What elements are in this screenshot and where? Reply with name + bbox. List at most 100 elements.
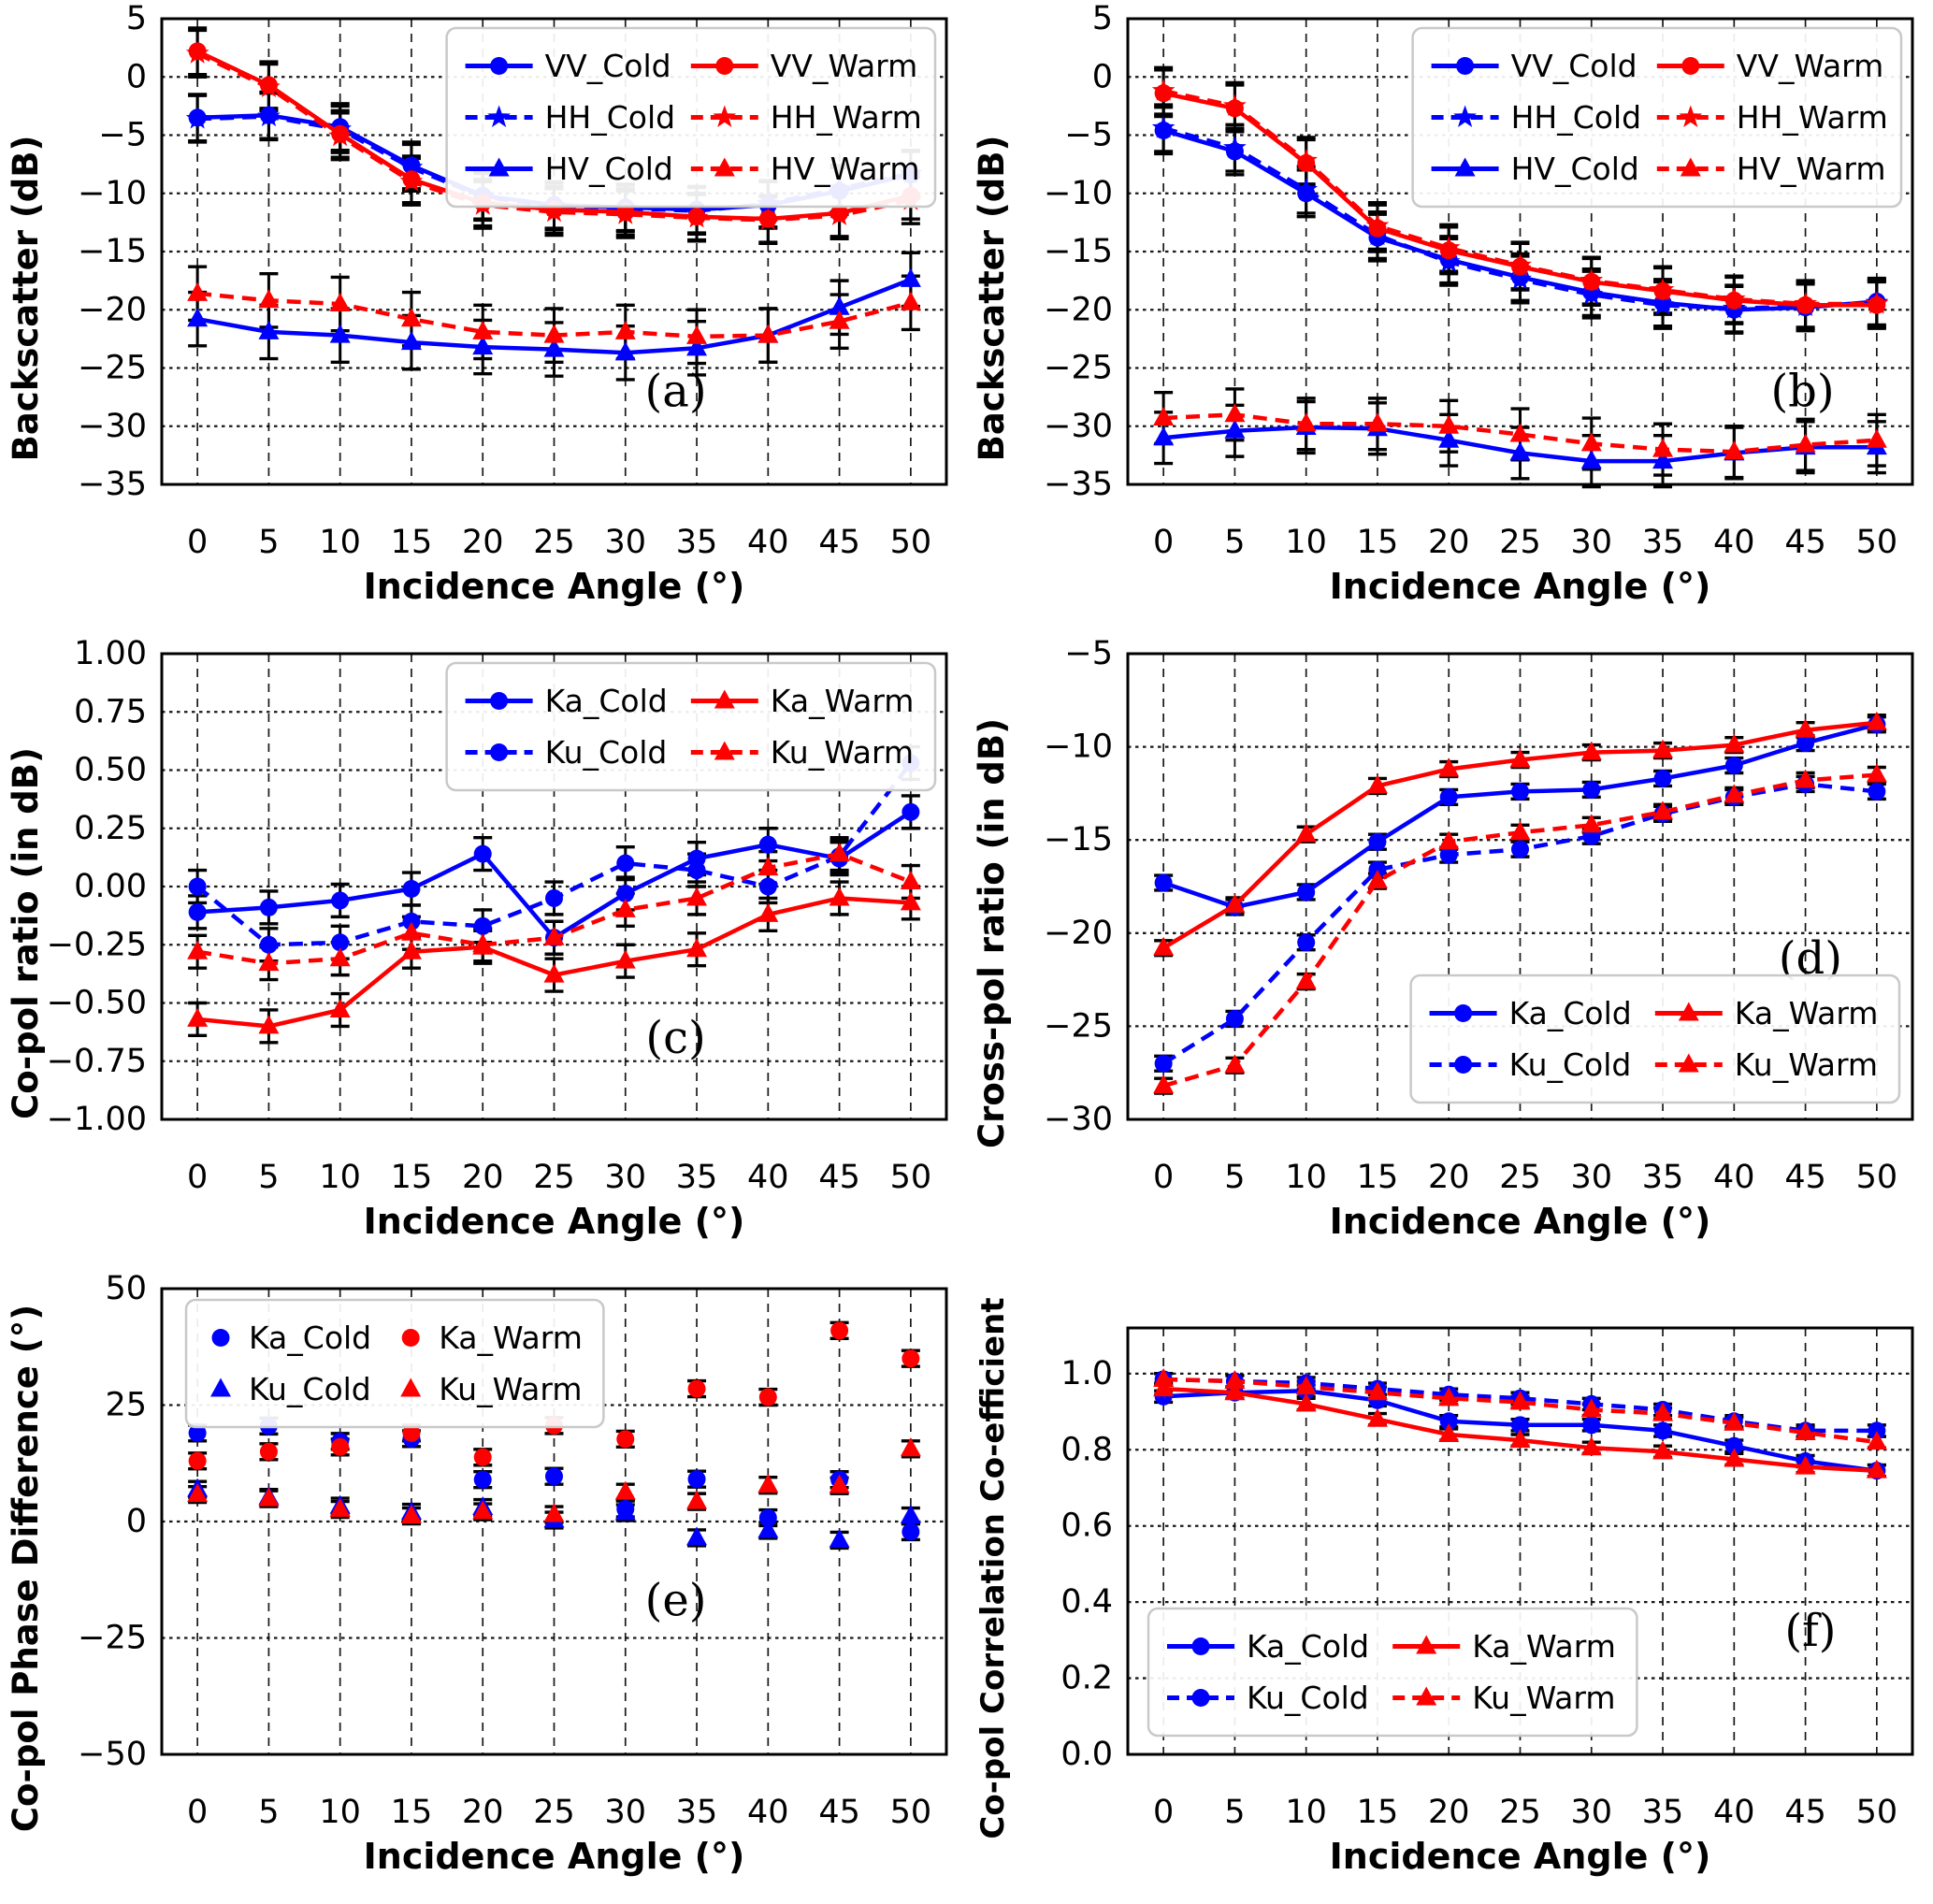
marker-circle (188, 1423, 207, 1442)
marker-circle (259, 935, 278, 954)
series-Ku_Warm (1153, 763, 1887, 1094)
marker-triangle (1795, 718, 1816, 738)
marker-triangle (187, 308, 209, 327)
marker-triangle (1580, 741, 1602, 760)
marker-circle (1154, 1054, 1173, 1073)
marker-triangle (1580, 814, 1602, 833)
subplot-f: 0 5 10 15 20 25 30 35 40 45 50 1.0 0.8 0.6 0.4 0.2 0.0 In… (966, 1270, 1933, 1904)
legend-label: Ku_Warm (439, 1371, 582, 1407)
marker-circle (1456, 57, 1475, 75)
marker-star (1151, 79, 1176, 101)
x-tick: 40 (747, 524, 789, 561)
marker-triangle (1153, 936, 1175, 956)
marker-star (328, 123, 352, 147)
y-tick: 5 (1092, 0, 1113, 37)
marker-circle (473, 1448, 492, 1466)
x-tick: 50 (890, 524, 932, 561)
y-axis-label: Backscatter (dB) (972, 136, 1012, 462)
tick-labels: 0 5 10 15 20 25 30 35 40 45 5050−5−10−15−20−25−30−… (1044, 0, 1897, 561)
marker-circle (902, 1522, 920, 1541)
x-tick: 45 (1784, 1794, 1826, 1831)
marker-circle (1191, 1689, 1210, 1707)
marker-triangle (614, 341, 636, 361)
marker-circle (259, 1442, 278, 1461)
x-tick: 50 (890, 1159, 932, 1196)
y-tick: −25 (1044, 1007, 1113, 1045)
marker-triangle (1795, 1455, 1816, 1475)
marker-triangle (543, 1503, 565, 1522)
tick-labels: 0 5 10 15 20 25 30 35 40 45 50 1.00 0.75 0.50 0.25 0.00… (47, 635, 931, 1196)
marker-triangle (614, 320, 636, 339)
legend-label: Ka_Cold (249, 1320, 371, 1356)
marker-triangle (1438, 414, 1460, 434)
subplot-tag: (e) (645, 1575, 707, 1627)
marker-circle (1653, 1421, 1672, 1440)
x-tick: 50 (1856, 1159, 1898, 1196)
x-axis-label: Incidence Angle (°) (364, 566, 745, 607)
legend-label: HV_Cold (1511, 151, 1639, 187)
x-tick: 0 (1153, 1159, 1174, 1196)
legend-label: HH_Warm (771, 99, 922, 136)
marker-triangle (614, 1480, 636, 1500)
subplot-e: 0 5 10 15 20 25 30 35 40 45 50 50 25 0 −25 −50 Incidence… (0, 1270, 966, 1904)
subplot-tag: (f) (1784, 1605, 1836, 1657)
x-tick: 25 (1499, 524, 1541, 561)
marker-circle (687, 1379, 706, 1398)
marker-triangle (1795, 1421, 1816, 1440)
y-tick: 0.75 (74, 693, 147, 730)
marker-triangle (472, 336, 494, 355)
marker-circle (402, 912, 421, 930)
marker-triangle (1153, 1075, 1175, 1094)
marker-triangle (1652, 1402, 1674, 1421)
x-tick: 40 (747, 1794, 789, 1831)
x-tick: 10 (319, 1159, 361, 1196)
x-tick: 0 (187, 524, 208, 561)
y-axis-label: Backscatter (dB) (6, 136, 46, 462)
x-tick: 15 (391, 524, 433, 561)
marker-star (399, 155, 424, 178)
x-tick: 5 (1224, 524, 1245, 561)
legend-label: HH_Warm (1737, 99, 1888, 136)
marker-triangle (1153, 1367, 1175, 1387)
marker-circle (1439, 1412, 1458, 1431)
marker-star (257, 75, 281, 97)
marker-circle (188, 1451, 207, 1470)
marker-triangle (829, 843, 850, 862)
marker-triangle (900, 891, 921, 911)
marker-triangle (1509, 1429, 1531, 1449)
x-tick: 30 (604, 1159, 646, 1196)
marker-triangle (1724, 1448, 1745, 1467)
marker-triangle (900, 1505, 921, 1524)
marker-triangle (1366, 412, 1388, 432)
y-tick: 1.00 (74, 635, 147, 672)
y-tick: 0.2 (1060, 1660, 1113, 1697)
y-tick: 0.00 (74, 868, 147, 905)
x-tick: 35 (1642, 1794, 1684, 1831)
marker-triangle (1416, 1686, 1437, 1706)
marker-triangle (1652, 450, 1674, 469)
legend-label: Ka_Warm (771, 683, 915, 719)
marker-triangle (187, 281, 209, 301)
legend-label: VV_Warm (1737, 48, 1884, 84)
x-tick: 35 (676, 1159, 718, 1196)
y-tick: −15 (1044, 821, 1113, 858)
x-tick: 20 (1428, 1159, 1470, 1196)
marker-star (185, 107, 209, 129)
marker-circle (545, 888, 563, 907)
marker-triangle (1580, 1398, 1602, 1418)
y-tick: −5 (1064, 635, 1113, 672)
subplot-b: 0 5 10 15 20 25 30 35 40 45 50 5 0 −5 −10 −15 −20 −25 −30−… (966, 0, 1933, 635)
x-tick: 20 (462, 1794, 504, 1831)
legend-label: Ku_Warm (771, 734, 914, 771)
x-tick: 10 (319, 1794, 361, 1831)
marker-triangle (329, 998, 351, 1017)
marker-star (1436, 236, 1461, 258)
series-line (196, 51, 912, 223)
series-Ku_Warm (1153, 1367, 1887, 1450)
y-tick: −20 (1044, 291, 1113, 328)
marker-triangle (187, 1007, 209, 1027)
marker-triangle (1509, 1391, 1531, 1410)
marker-circle (616, 884, 635, 902)
marker-star (1580, 268, 1604, 291)
